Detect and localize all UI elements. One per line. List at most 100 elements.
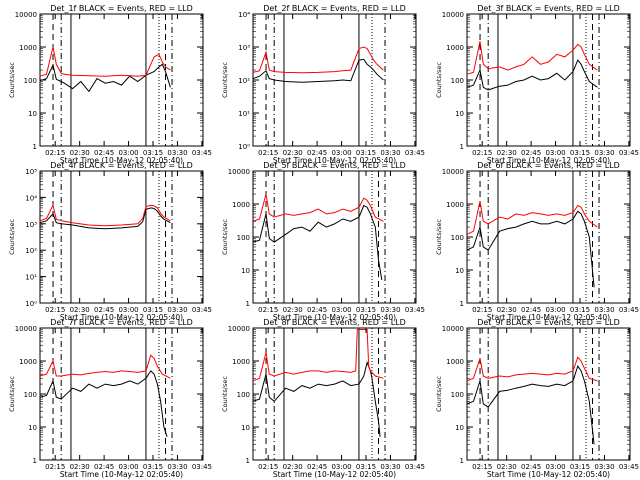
- panel-title: Det_4f BLACK = Events, RED = LLD: [50, 161, 193, 170]
- x-axis-label: Start Time (10-May-12 02:05:40): [60, 313, 183, 322]
- plot-frame: [252, 327, 417, 461]
- y-tick-label: 1000: [232, 358, 250, 366]
- x-tick-label: 02:45: [521, 149, 541, 157]
- x-tick-label: 03:00: [545, 306, 565, 314]
- x-tick-label: 02:15: [472, 149, 492, 157]
- x-tick-label: 02:30: [283, 149, 303, 157]
- x-tick-label: 03:15: [143, 149, 163, 157]
- events-series-line: [466, 59, 598, 91]
- y-axis-label: Counts/sec: [435, 219, 443, 255]
- detector-panel-8: Det_8f BLACK = Events, RED = LLD 1 10 100 10…: [221, 318, 425, 479]
- y-axis-label: Counts/sec: [435, 376, 443, 412]
- x-tick-label: 02:45: [94, 463, 114, 471]
- x-tick-label: 02:45: [94, 149, 114, 157]
- lld-series-line: [466, 41, 598, 75]
- x-tick-label: 03:00: [545, 149, 565, 157]
- x-tick-label: 03:00: [545, 463, 565, 471]
- y-tick-label: 10: [241, 267, 250, 275]
- x-tick-label: 02:30: [497, 463, 517, 471]
- x-axis-label: Start Time (10-May-12 02:05:40): [487, 470, 610, 479]
- x-tick-label: 02:45: [307, 306, 327, 314]
- x-tick-label: 03:30: [594, 463, 614, 471]
- x-tick-label: 03:30: [167, 463, 187, 471]
- y-tick-label: 1000: [232, 201, 250, 209]
- plot-frame: [39, 170, 204, 304]
- x-tick-label: 03:15: [356, 463, 376, 471]
- events-series-line: [252, 58, 384, 83]
- y-tick-label: 10⁵: [25, 168, 37, 176]
- y-tick-label: 1000: [19, 358, 37, 366]
- y-tick-label: 10¹: [238, 110, 250, 118]
- y-axis-label: Counts/sec: [221, 376, 229, 412]
- x-tick-label: 03:30: [380, 306, 400, 314]
- y-axis-label: Counts/sec: [8, 219, 16, 255]
- y-tick-label: 10000: [442, 168, 464, 176]
- panel-title: Det_2f BLACK = Events, RED = LLD: [263, 4, 406, 13]
- x-tick-label: 02:30: [497, 149, 517, 157]
- x-tick-label: 03:15: [570, 149, 590, 157]
- y-tick-label: 1: [246, 300, 250, 308]
- x-tick-label: 03:15: [356, 149, 376, 157]
- y-axis-label: Counts/sec: [8, 62, 16, 98]
- detector-panel-1: Det_1f BLACK = Events, RED = LLD 1 10 100 10…: [8, 4, 212, 165]
- events-series-line: [252, 204, 383, 280]
- y-tick-label: 1: [460, 143, 464, 151]
- y-tick-label: 100: [451, 391, 464, 399]
- x-tick-label: 03:30: [380, 149, 400, 157]
- events-series-line: [39, 207, 171, 230]
- lld-series-line: [252, 46, 384, 74]
- x-tick-label: 02:30: [70, 306, 90, 314]
- y-tick-label: 10³: [238, 44, 250, 52]
- y-tick-label: 1000: [446, 44, 464, 52]
- x-tick-label: 03:45: [405, 149, 425, 157]
- x-tick-label: 03:45: [619, 149, 639, 157]
- lld-series-line: [252, 329, 384, 382]
- x-tick-label: 03:30: [167, 306, 187, 314]
- x-tick-label: 03:00: [118, 463, 138, 471]
- y-tick-label: 10: [455, 110, 464, 118]
- y-tick-label: 10: [455, 267, 464, 275]
- x-tick-label: 03:00: [331, 149, 351, 157]
- y-tick-label: 10⁴: [238, 11, 250, 19]
- y-tick-label: 100: [237, 391, 250, 399]
- x-tick-label: 03:15: [356, 306, 376, 314]
- plot-frame: [466, 170, 631, 304]
- x-tick-label: 02:15: [45, 463, 65, 471]
- x-tick-label: 02:15: [472, 463, 492, 471]
- events-series-line: [39, 63, 171, 93]
- x-tick-label: 03:45: [405, 463, 425, 471]
- x-tick-label: 02:15: [472, 306, 492, 314]
- y-tick-label: 100: [451, 77, 464, 85]
- x-tick-label: 03:45: [619, 463, 639, 471]
- y-tick-label: 100: [451, 234, 464, 242]
- x-tick-label: 02:15: [258, 149, 278, 157]
- x-axis-label: Start Time (10-May-12 02:05:40): [487, 313, 610, 322]
- y-tick-label: 1000: [446, 358, 464, 366]
- panel-title: Det_6f BLACK = Events, RED = LLD: [477, 161, 620, 170]
- x-tick-label: 03:15: [143, 463, 163, 471]
- x-tick-label: 03:45: [192, 306, 212, 314]
- y-tick-label: 10⁴: [25, 194, 37, 202]
- lld-series-line: [39, 354, 171, 379]
- x-tick-label: 02:15: [45, 149, 65, 157]
- y-tick-label: 10⁰: [25, 300, 37, 308]
- y-tick-label: 1000: [446, 201, 464, 209]
- x-tick-label: 03:15: [570, 306, 590, 314]
- x-tick-label: 02:45: [307, 149, 327, 157]
- detector-panel-3: Det_3f BLACK = Events, RED = LLD 1 10 100 10…: [435, 4, 639, 165]
- panel-title: Det_8f BLACK = Events, RED = LLD: [263, 318, 406, 327]
- x-tick-label: 03:30: [380, 463, 400, 471]
- y-tick-label: 10000: [15, 325, 37, 333]
- x-tick-label: 02:30: [70, 463, 90, 471]
- y-tick-label: 10: [455, 424, 464, 432]
- x-tick-label: 02:30: [70, 149, 90, 157]
- x-tick-label: 02:15: [45, 306, 65, 314]
- y-tick-label: 100: [24, 77, 37, 85]
- x-tick-label: 03:45: [405, 306, 425, 314]
- plot-frame: [466, 13, 631, 147]
- panel-title: Det_1f BLACK = Events, RED = LLD: [50, 4, 193, 13]
- events-series-line: [252, 360, 381, 437]
- plot-frame: [39, 13, 204, 147]
- y-axis-label: Counts/sec: [221, 219, 229, 255]
